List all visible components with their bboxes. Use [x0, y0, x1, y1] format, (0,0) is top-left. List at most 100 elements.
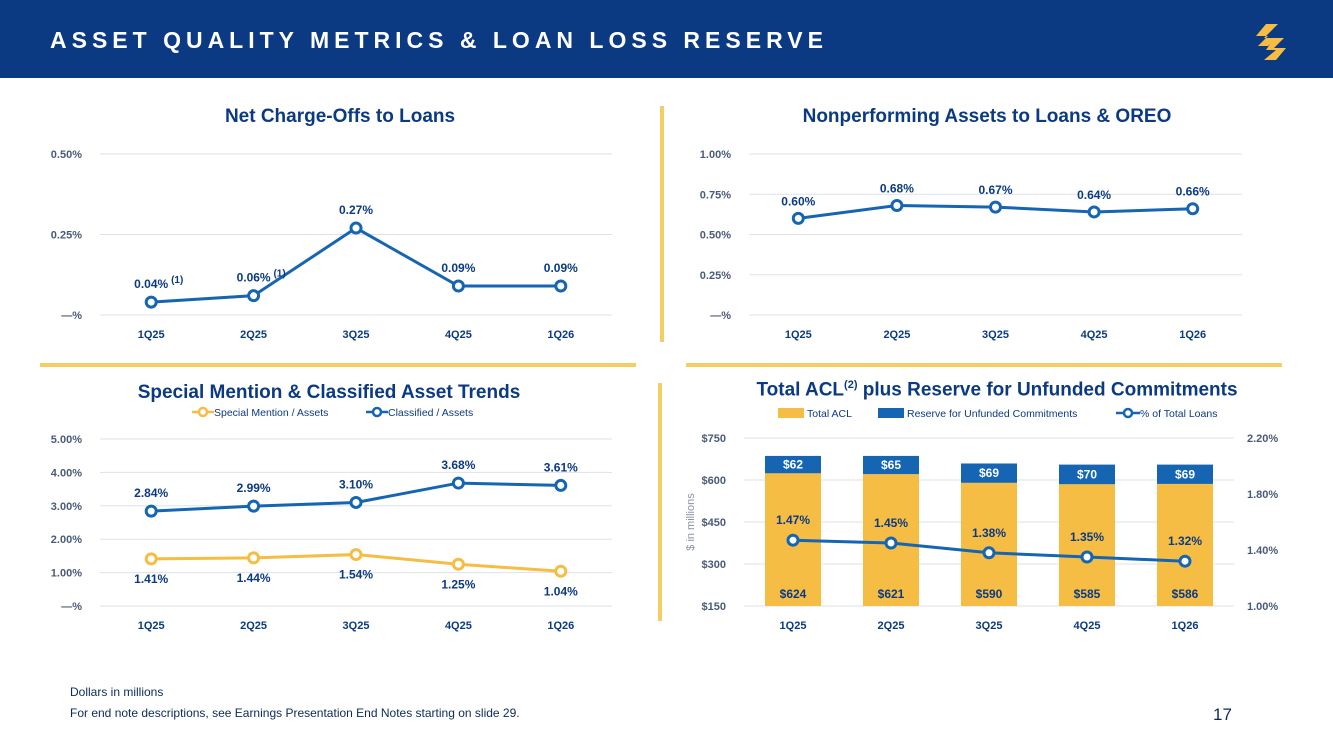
data-point [349, 495, 363, 509]
chart-title-acl-footnote: (2) [844, 379, 858, 391]
data-label: 2.84% [134, 486, 168, 500]
x-tick-label: 1Q25 [138, 620, 165, 632]
data-point [247, 289, 261, 303]
y-tick-label: 2.00% [51, 534, 82, 546]
chart-title-acl-main: Total ACL [756, 379, 845, 401]
data-label: 0.04% [134, 277, 168, 291]
legend-label: Classified / Assets [388, 407, 473, 419]
y-axis-label: $ in millions [686, 493, 697, 551]
y2-tick-label: 1.00% [1247, 601, 1278, 613]
data-point [554, 478, 568, 492]
data-point [554, 279, 568, 293]
footnote-marker: (1) [171, 275, 183, 286]
data-point [144, 552, 158, 566]
y-tick-label: —% [61, 310, 82, 322]
vertical-separator-top [660, 106, 664, 342]
bar-total-acl [1157, 483, 1213, 606]
data-label-pct: 1.32% [1168, 534, 1202, 548]
y-tick-label: $750 [702, 433, 726, 445]
data-label: 0.60% [781, 194, 815, 208]
data-label: 0.09% [441, 261, 475, 275]
y-tick-label: $450 [702, 517, 726, 529]
data-point [144, 295, 158, 309]
y-tick-label: 0.25% [51, 230, 82, 242]
data-label: 0.68% [880, 182, 914, 196]
bar-reserve-unfunded [1059, 464, 1115, 485]
data-label: 0.67% [978, 183, 1012, 197]
legend-marker [197, 406, 209, 418]
y2-tick-label: 1.80% [1247, 489, 1278, 501]
header-bar: ASSET QUALITY METRICS & LOAN LOSS RESERV… [0, 0, 1333, 78]
data-point [554, 564, 568, 578]
x-tick-label: 3Q25 [982, 329, 1009, 341]
bar-reserve-unfunded [863, 455, 919, 475]
chart-title-npa: Nonperforming Assets to Loans & OREO [802, 106, 1172, 127]
stylized-s-logo-icon [1256, 24, 1286, 60]
data-label: 1.54% [339, 568, 373, 582]
x-tick-label: 1Q25 [138, 329, 165, 341]
legend-marker [371, 406, 383, 418]
x-tick-label: 3Q25 [343, 620, 370, 632]
data-point [349, 221, 363, 235]
chart-title-acl-rest: plus Reserve for Unfunded Commitments [857, 379, 1238, 401]
data-label-pct: 1.47% [776, 513, 810, 527]
chart-title-acl: Total ACL(2) plus Reserve for Unfunded C… [756, 379, 1237, 401]
x-tick-label: 2Q25 [878, 620, 905, 632]
page-title: ASSET QUALITY METRICS & LOAN LOSS RESERV… [50, 27, 828, 53]
bar-label-reserve: $65 [881, 458, 901, 472]
bar-label-total-acl: $585 [1074, 587, 1101, 601]
data-label: 0.64% [1077, 188, 1111, 202]
data-label-pct: 1.38% [972, 526, 1006, 540]
x-tick-label: 4Q25 [445, 329, 472, 341]
data-point [247, 499, 261, 513]
data-label: 2.99% [237, 481, 271, 495]
bar-label-total-acl: $624 [780, 587, 807, 601]
x-tick-label: 1Q26 [1172, 620, 1199, 632]
x-tick-label: 4Q25 [445, 620, 472, 632]
x-tick-label: 1Q25 [785, 329, 812, 341]
y-tick-label: 0.75% [700, 189, 731, 201]
vertical-separator-bottom [658, 383, 662, 621]
data-label: 1.41% [134, 572, 168, 586]
x-tick-label: 3Q25 [343, 329, 370, 341]
x-tick-label: 3Q25 [976, 620, 1003, 632]
data-label: 3.61% [544, 460, 578, 474]
bar-label-total-acl: $621 [878, 587, 905, 601]
bar-total-acl [961, 482, 1017, 606]
chart-special-mention-classified: —% 1.00% 2.00% 3.00% 4.00% 5.00% 1Q25 2Q25 3Q25 4… [51, 406, 612, 632]
data-point [786, 533, 800, 547]
legend-label: Reserve for Unfunded Commitments [907, 408, 1077, 420]
data-label: 0.27% [339, 203, 373, 217]
horizontal-separator-right [686, 363, 1282, 367]
x-tick-label: 1Q26 [1179, 329, 1206, 341]
data-point [989, 200, 1002, 214]
data-label: 3.10% [339, 477, 373, 491]
data-point [144, 504, 158, 518]
legend-label: Total ACL [807, 408, 852, 420]
y-tick-label: 0.25% [700, 270, 731, 282]
data-point [890, 199, 904, 213]
data-point [982, 546, 996, 560]
y-tick-label: —% [710, 310, 731, 322]
data-point [1178, 554, 1192, 568]
data-label: 0.09% [544, 261, 578, 275]
bar-label-reserve: $62 [783, 458, 803, 472]
data-label: 0.66% [1176, 185, 1210, 199]
y-tick-label: $600 [702, 475, 726, 487]
x-tick-label: 2Q25 [883, 329, 910, 341]
data-point [247, 551, 261, 565]
page-number: 17 [1213, 705, 1232, 724]
y-tick-label: 1.00% [51, 568, 82, 580]
data-label: 1.04% [544, 584, 578, 598]
bar-total-acl [1059, 484, 1115, 606]
legend-marker [1122, 407, 1134, 419]
bar-label-total-acl: $590 [976, 587, 1003, 601]
chart-title-smc: Special Mention & Classified Asset Trend… [137, 382, 521, 403]
data-label: 1.44% [237, 571, 271, 585]
footnote-dollars: Dollars in millions [70, 685, 164, 699]
bar-reserve-unfunded [1157, 464, 1213, 484]
horizontal-separator-left [40, 363, 636, 367]
y2-tick-label: 1.40% [1247, 545, 1278, 557]
bar-label-reserve: $69 [1175, 467, 1195, 481]
